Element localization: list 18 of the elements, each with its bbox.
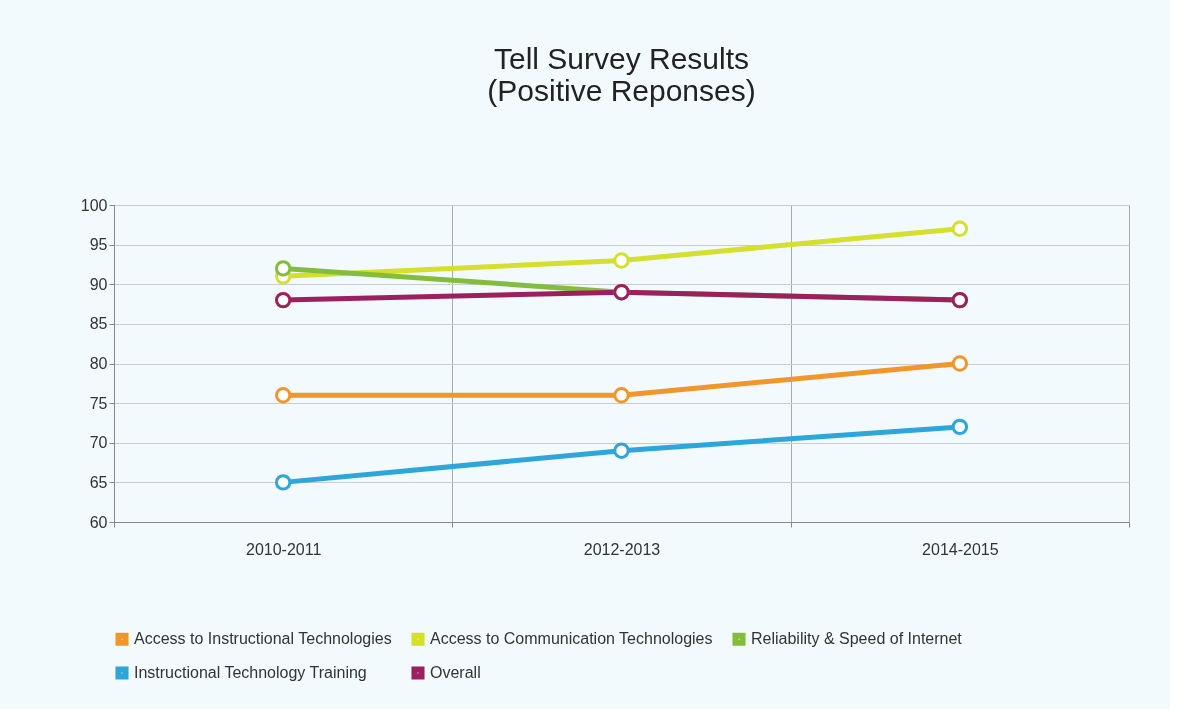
legend-label: Overall: [430, 664, 481, 681]
y-tick-label: 80: [89, 355, 108, 372]
y-tick-label: 65: [89, 473, 108, 491]
legend-label: Reliability & Speed of Internet: [751, 630, 963, 648]
legend-label: Access to Instructional Technologies: [134, 630, 392, 648]
x-tick-label: 2010-2011: [246, 540, 322, 558]
y-tick-label: 85: [89, 315, 108, 333]
legend-label: Instructional Technology Training: [134, 664, 367, 681]
y-tick-label: 70: [89, 434, 108, 452]
x-tick-label: 2012-2013: [583, 540, 661, 558]
y-tick-label: 75: [89, 394, 108, 412]
x-tick-label: 2014-2015: [922, 540, 999, 558]
y-tick-label: 90: [89, 275, 108, 293]
y-tick-label: 100: [80, 196, 108, 214]
y-tick-label: 60: [89, 513, 108, 531]
y-tick-label: 95: [89, 236, 108, 254]
legend-label: Access to Communication Technologies: [430, 630, 713, 648]
chart-title: Tell Survey Results (Positive Reponses): [487, 42, 756, 107]
